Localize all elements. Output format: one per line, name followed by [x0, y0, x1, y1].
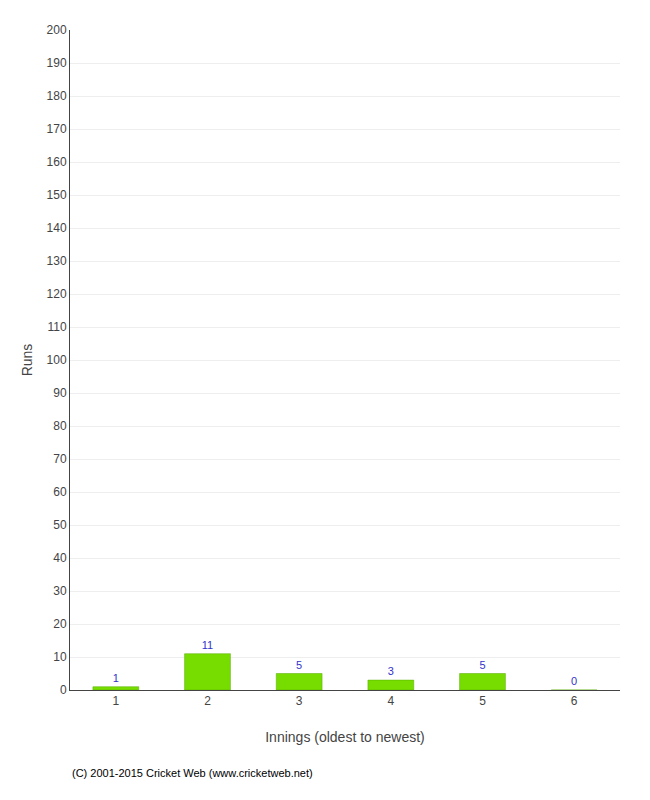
svg-text:1: 1: [113, 672, 119, 684]
svg-text:4: 4: [387, 694, 394, 708]
svg-text:3: 3: [388, 665, 394, 677]
svg-text:(C) 2001-2015 Cricket Web (www: (C) 2001-2015 Cricket Web (www.cricketwe…: [72, 767, 313, 779]
svg-text:180: 180: [47, 89, 67, 103]
svg-text:5: 5: [296, 659, 302, 671]
svg-text:5: 5: [479, 659, 485, 671]
svg-text:120: 120: [47, 287, 67, 301]
svg-text:70: 70: [53, 452, 67, 466]
svg-text:5: 5: [479, 694, 486, 708]
svg-text:80: 80: [53, 419, 67, 433]
svg-text:160: 160: [47, 155, 67, 169]
svg-text:100: 100: [47, 353, 67, 367]
svg-text:40: 40: [53, 551, 67, 565]
svg-text:30: 30: [53, 584, 67, 598]
svg-text:Innings (oldest to newest): Innings (oldest to newest): [265, 729, 425, 745]
svg-text:0: 0: [60, 683, 67, 697]
svg-text:140: 140: [47, 221, 67, 235]
svg-text:Runs: Runs: [19, 344, 35, 377]
svg-text:130: 130: [47, 254, 67, 268]
svg-text:50: 50: [53, 518, 67, 532]
svg-text:170: 170: [47, 122, 67, 136]
svg-text:60: 60: [53, 485, 67, 499]
svg-text:3: 3: [296, 694, 303, 708]
svg-text:90: 90: [53, 386, 67, 400]
svg-text:110: 110: [47, 320, 66, 334]
svg-text:11: 11: [202, 639, 213, 651]
svg-text:190: 190: [47, 56, 67, 70]
svg-text:6: 6: [571, 694, 578, 708]
svg-text:20: 20: [53, 617, 67, 631]
svg-text:1: 1: [112, 694, 119, 708]
svg-text:150: 150: [47, 188, 67, 202]
svg-text:10: 10: [53, 650, 67, 664]
svg-text:2: 2: [204, 694, 211, 708]
svg-text:200: 200: [47, 23, 67, 37]
svg-text:0: 0: [571, 675, 577, 687]
